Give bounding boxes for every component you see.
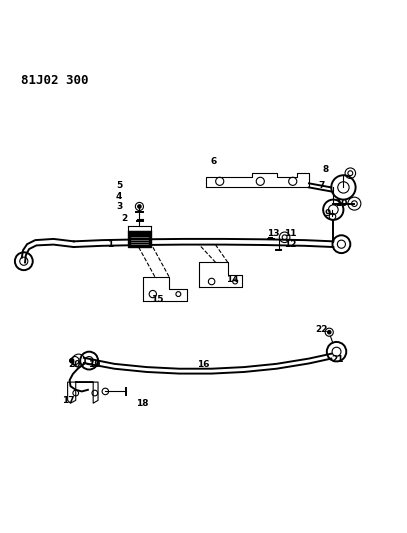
Circle shape bbox=[70, 359, 74, 362]
Text: 4: 4 bbox=[116, 192, 123, 201]
Circle shape bbox=[138, 205, 141, 208]
Text: 17: 17 bbox=[63, 396, 75, 405]
Text: 2: 2 bbox=[121, 214, 127, 223]
Text: 6: 6 bbox=[210, 157, 217, 166]
Text: 13: 13 bbox=[267, 229, 280, 238]
Text: 3: 3 bbox=[116, 202, 122, 211]
Text: 9: 9 bbox=[324, 209, 330, 219]
Text: 12: 12 bbox=[284, 240, 297, 249]
Text: 5: 5 bbox=[116, 181, 122, 190]
Text: 10: 10 bbox=[335, 199, 348, 208]
Text: 19: 19 bbox=[88, 360, 101, 369]
Circle shape bbox=[328, 330, 331, 334]
Text: 1: 1 bbox=[107, 240, 113, 249]
Text: 11: 11 bbox=[284, 229, 297, 238]
Text: 15: 15 bbox=[151, 295, 163, 304]
Text: 81J02 300: 81J02 300 bbox=[21, 74, 88, 87]
Text: 16: 16 bbox=[197, 360, 210, 369]
Text: 8: 8 bbox=[322, 165, 328, 174]
Text: 20: 20 bbox=[68, 360, 81, 369]
Text: 18: 18 bbox=[136, 399, 148, 408]
FancyBboxPatch shape bbox=[129, 231, 151, 247]
Text: 7: 7 bbox=[318, 181, 324, 190]
Text: 14: 14 bbox=[225, 275, 238, 284]
Text: 21: 21 bbox=[331, 356, 344, 364]
Text: 22: 22 bbox=[315, 325, 327, 334]
